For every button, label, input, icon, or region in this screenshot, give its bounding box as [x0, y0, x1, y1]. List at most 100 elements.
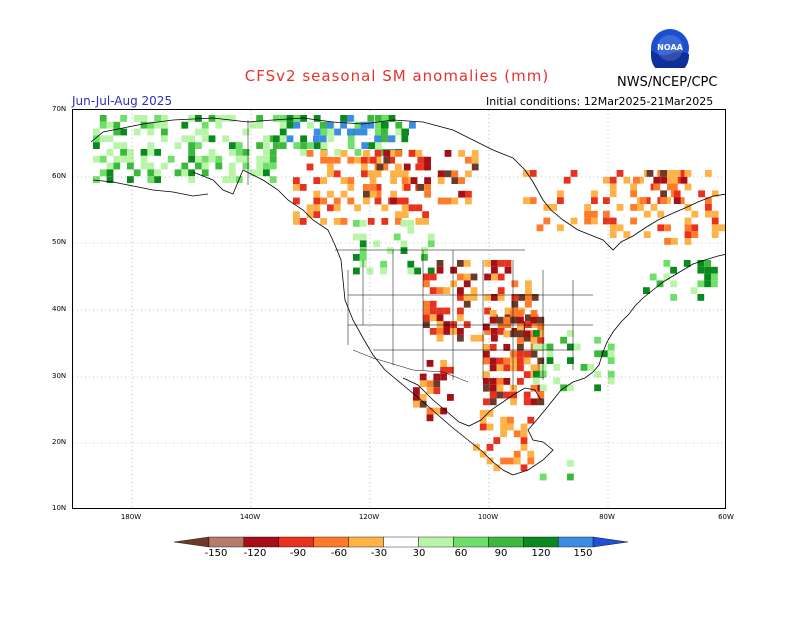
initial-conditions-label: Initial conditions: 12Mar2025-21Mar2025	[486, 95, 714, 108]
anomaly-cell	[537, 391, 545, 399]
anomaly-cell	[375, 115, 382, 122]
anomaly-cell	[133, 115, 141, 122]
anomaly-cell	[361, 156, 368, 164]
anomaly-cell	[517, 323, 524, 331]
colorbar-tick: -150	[204, 548, 228, 559]
anomaly-cell	[269, 149, 277, 156]
anomaly-cell	[457, 273, 464, 281]
anomaly-cell	[235, 149, 243, 156]
anomaly-cell	[440, 366, 447, 374]
anomaly-cell	[529, 170, 537, 177]
anomaly-cell	[106, 162, 114, 170]
colorbar-segment	[243, 536, 279, 548]
anomaly-cell	[523, 398, 531, 406]
anomaly-cell	[423, 300, 430, 308]
anomaly-cell	[424, 156, 431, 164]
anomaly-cell	[471, 163, 479, 171]
anomaly-cell	[140, 162, 148, 170]
anomaly-cell	[340, 177, 348, 184]
anomaly-cell	[417, 184, 425, 191]
anomaly-cell	[489, 398, 497, 406]
anomaly-cell	[660, 197, 667, 204]
anomaly-cell	[390, 177, 397, 184]
anomaly-cell	[489, 316, 497, 324]
anomaly-cell	[161, 162, 168, 170]
anomaly-cell	[560, 336, 567, 344]
anomaly-cell	[594, 384, 601, 392]
colorbar-segment	[278, 536, 314, 548]
anomaly-cell	[395, 128, 403, 136]
anomaly-cell	[489, 378, 497, 385]
anomaly-cell	[609, 217, 617, 225]
anomaly-cell	[380, 260, 387, 268]
anomaly-cell	[333, 218, 341, 225]
anomaly-cell	[195, 142, 202, 149]
anomaly-cell	[531, 294, 539, 301]
anomaly-cell	[320, 218, 327, 225]
anomaly-cell	[426, 414, 434, 422]
anomaly-cell	[553, 364, 561, 371]
anomaly-cell	[423, 314, 430, 322]
anomaly-cell	[369, 184, 377, 191]
anomaly-cell	[120, 128, 127, 136]
anomaly-cell	[711, 217, 719, 225]
anomaly-cell	[354, 156, 361, 164]
anomaly-cell	[307, 142, 314, 149]
anomaly-cell	[537, 316, 545, 324]
anomaly-cell	[489, 310, 497, 317]
anomaly-cell	[334, 128, 341, 136]
anomaly-cell	[390, 190, 397, 198]
anomaly-cell	[546, 343, 554, 351]
anomaly-cell	[347, 142, 355, 149]
anomaly-cell	[671, 183, 678, 191]
lat-label: 10N	[52, 504, 67, 512]
colorbar-tick: -120	[243, 548, 267, 559]
anomaly-cell	[340, 115, 347, 122]
anomaly-cell	[667, 170, 674, 177]
anomaly-cell	[127, 155, 134, 163]
colorbar-tick: -30	[370, 548, 388, 559]
anomaly-cell	[503, 344, 511, 351]
anomaly-cell	[286, 135, 294, 143]
anomaly-cell	[375, 142, 382, 149]
anomaly-cell	[313, 142, 321, 149]
anomaly-cell	[440, 373, 447, 381]
anomaly-cell	[489, 391, 497, 399]
anomaly-cell	[504, 307, 512, 315]
anomaly-cell	[426, 407, 434, 415]
anomaly-cell	[607, 357, 615, 364]
anomaly-cell	[587, 364, 595, 371]
anomaly-cell	[395, 211, 402, 218]
anomaly-cell	[154, 176, 161, 183]
anomaly-cell	[381, 135, 388, 143]
anomaly-cell	[407, 226, 415, 234]
anomaly-cell	[327, 163, 334, 171]
anomaly-cell	[313, 135, 320, 143]
anomaly-cell	[242, 155, 250, 163]
anomaly-cell	[380, 267, 387, 275]
anomaly-cell	[256, 115, 263, 122]
anomaly-cell	[369, 170, 377, 178]
anomaly-cell	[483, 350, 490, 358]
anomaly-cell	[643, 210, 651, 218]
anomaly-cell	[684, 238, 692, 245]
anomaly-cell	[188, 142, 195, 149]
anomaly-cell	[414, 267, 421, 275]
anomaly-cell	[457, 287, 464, 294]
anomaly-cell	[667, 183, 674, 191]
anomaly-cell	[470, 273, 478, 281]
anomaly-cell	[293, 177, 300, 184]
anomaly-cell	[256, 162, 263, 170]
anomaly-cell	[530, 350, 538, 358]
anomaly-cell	[691, 210, 699, 218]
anomaly-cell	[436, 287, 444, 294]
lon-label: 100W	[477, 513, 499, 521]
anomaly-cell	[497, 287, 505, 294]
anomaly-cell	[201, 162, 209, 170]
anomaly-cell	[584, 210, 591, 218]
anomaly-cell	[201, 155, 209, 163]
anomaly-cell	[188, 115, 195, 122]
anomaly-cell	[497, 273, 505, 281]
anomaly-cell	[473, 444, 480, 451]
anomaly-cell	[279, 121, 287, 129]
